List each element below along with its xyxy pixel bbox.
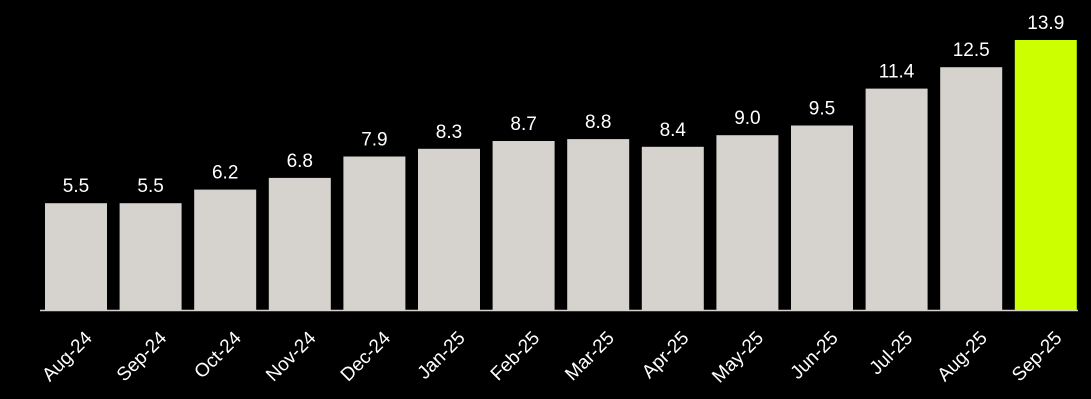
x-tick-label-nov-24: Nov-24 [262,327,320,385]
bar-aug-25 [940,67,1003,310]
value-label-jan-25: 8.3 [436,122,462,143]
x-tick-label-feb-25: Feb-25 [487,328,544,385]
bars-layer [45,40,1077,310]
bar-oct-24 [194,189,257,310]
value-label-jul-25: 11.4 [879,62,915,83]
value-label-aug-24: 5.5 [63,176,89,197]
x-tick-label-jul-25: Jul-25 [866,328,917,379]
bar-sep-24 [119,203,182,310]
x-tick-label-mar-25: Mar-25 [561,328,618,385]
value-label-mar-25: 8.8 [585,112,611,133]
value-label-may-25: 9.0 [734,108,760,129]
x-tick-label-aug-24: Aug-24 [38,327,96,385]
bar-jun-25 [791,125,853,310]
x-tick-label-oct-24: Oct-24 [191,327,246,382]
value-label-sep-24: 5.5 [137,176,163,197]
value-label-feb-25: 8.7 [510,114,536,135]
value-label-apr-25: 8.4 [660,120,687,141]
bar-feb-25 [492,141,555,310]
x-tick-label-aug-25: Aug-25 [934,328,992,386]
x-tick-label-dec-24: Dec-24 [337,327,395,385]
value-label-aug-25: 12.5 [953,40,990,61]
bar-nov-24 [268,177,331,310]
bar-mar-25 [567,139,630,310]
value-label-oct-24: 6.2 [212,163,238,184]
bar-aug-24 [45,203,107,310]
bar-dec-24 [343,156,406,310]
x-tick-label-jan-25: Jan-25 [414,328,470,384]
value-labels-layer: 5.5 5.5 6.2 6.8 7.9 8.3 8.7 8.8 8.4 9.0 9.5 11.4 12.… [63,13,1065,197]
bar-may-25 [716,135,779,310]
value-label-sep-25: 13.9 [1027,13,1064,34]
bar-apr-25 [641,146,704,310]
x-tick-label-apr-25: Apr-25 [638,328,693,383]
value-label-jun-25: 9.5 [809,99,835,120]
x-tick-labels-layer: Aug-24 Sep-24 Oct-24 Nov-24 Dec-24 Jan-25 Feb-… [38,327,1066,387]
x-tick-label-may-25: May-25 [708,328,768,388]
value-label-nov-24: 6.8 [287,151,313,172]
x-tick-label-sep-25: Sep-25 [1008,328,1066,386]
bar-jul-25 [865,88,928,310]
x-tick-label-sep-24: Sep-24 [113,327,171,385]
bar-sep-25 [1014,40,1077,310]
x-tick-label-jun-25: Jun-25 [787,328,843,384]
value-label-dec-24: 7.9 [361,130,387,151]
bar-jan-25 [418,148,480,310]
